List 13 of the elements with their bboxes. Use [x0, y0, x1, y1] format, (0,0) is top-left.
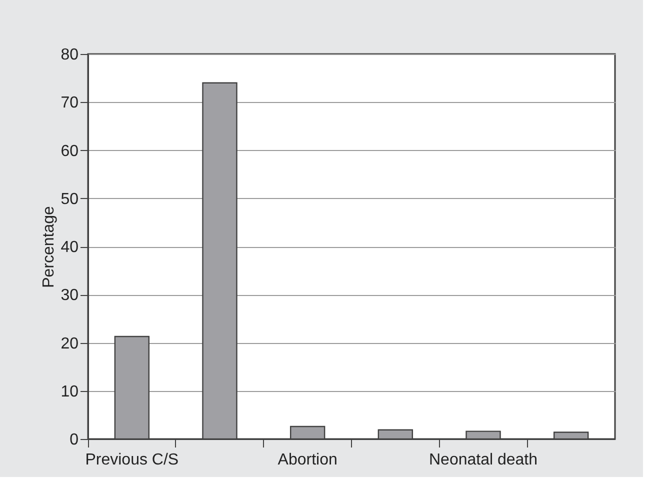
y-tick-label: 30 — [60, 287, 79, 304]
y-axis-title: Percentage — [40, 206, 58, 288]
y-tick-label: 0 — [70, 432, 79, 448]
y-tick-label: 50 — [60, 190, 79, 208]
x-tick-label: Neonatal death — [428, 452, 538, 468]
y-tick-label: 20 — [60, 335, 79, 352]
y-tick-label: 60 — [60, 142, 79, 160]
y-tick-label: 10 — [60, 383, 79, 400]
y-tick-label: 80 — [60, 46, 79, 64]
y-tick-label: 40 — [60, 239, 79, 256]
x-tick-label: Abortion — [278, 452, 338, 468]
x-tick-label: Previous C/S — [85, 452, 179, 468]
y-tick-label: 70 — [60, 94, 79, 112]
